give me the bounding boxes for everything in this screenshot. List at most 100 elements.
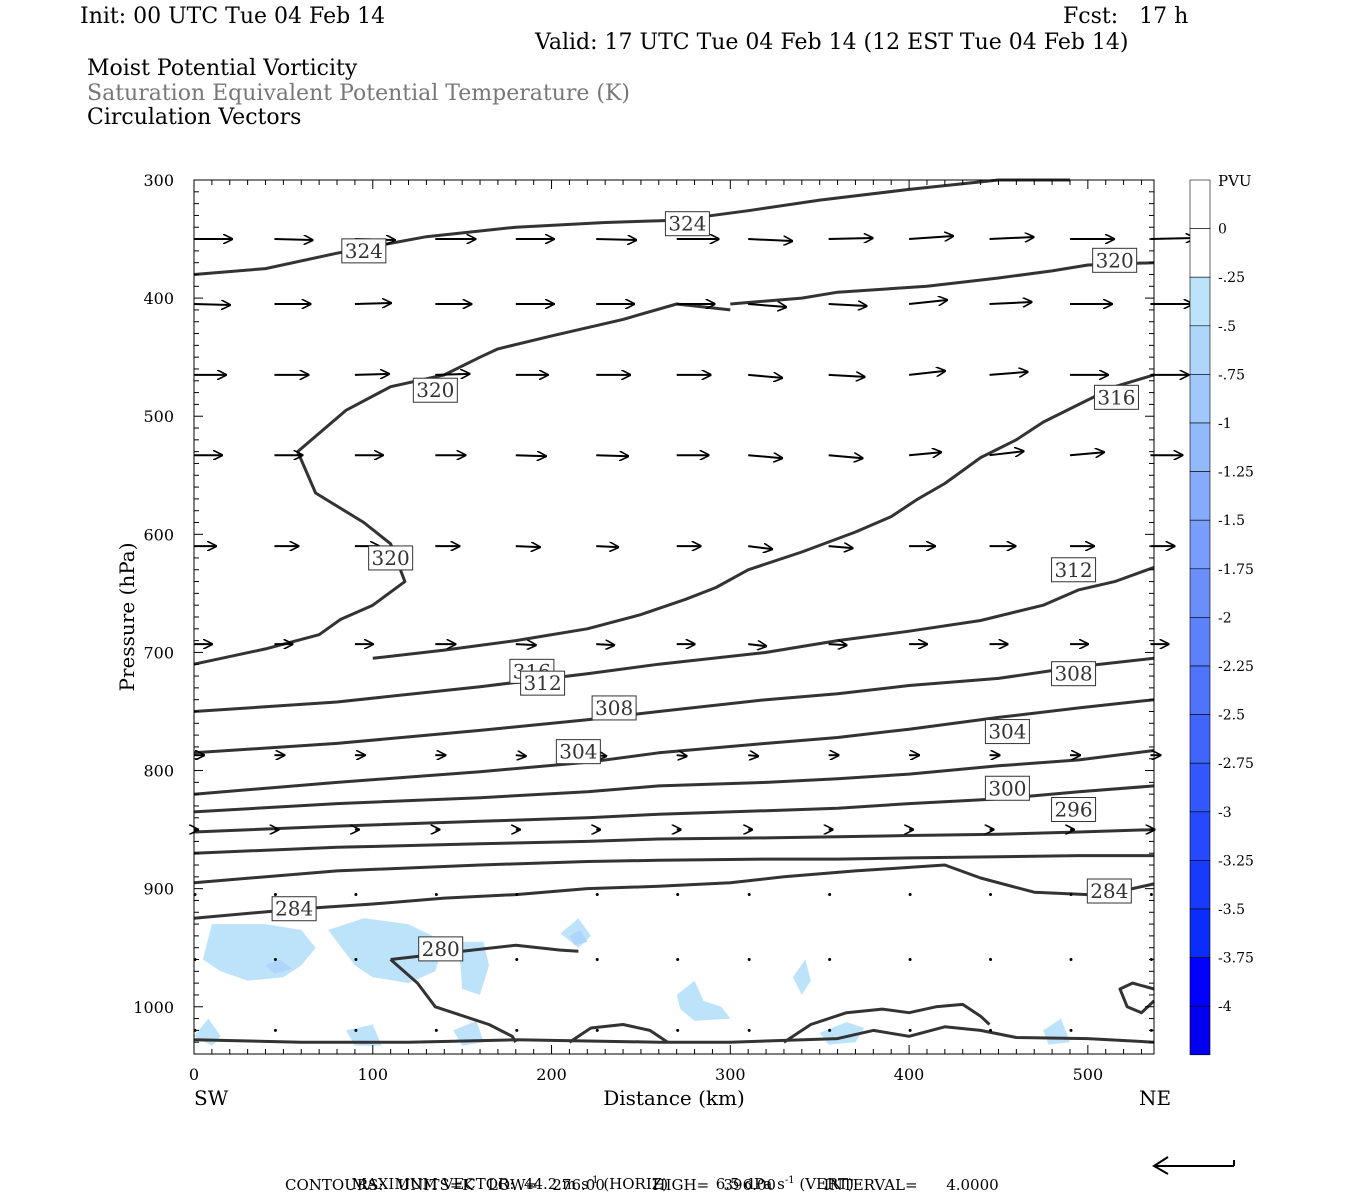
horiz-unit-exponent: -1 (588, 1175, 599, 1186)
colorbar-title: PVU (1218, 172, 1252, 190)
circulation-vector (1150, 238, 1194, 239)
circulation-vector (828, 238, 873, 239)
circulation-vector (354, 893, 358, 897)
circulation-vector (828, 958, 832, 962)
circulation-vector (515, 644, 536, 645)
contour-label: 284 (1090, 879, 1128, 903)
x-tick-labels: 0 100 200 300 400 500 (189, 1065, 1103, 1084)
circulation-vector (515, 1028, 519, 1032)
colorbar-label: -3.25 (1218, 853, 1254, 869)
circulation-vector (989, 451, 1024, 455)
colorbar-label: -3.5 (1218, 902, 1245, 918)
circulation-vector (273, 958, 277, 962)
circulation-vector (1069, 893, 1073, 897)
colorbar-label: -2.5 (1218, 708, 1245, 724)
contour-label-box (1051, 661, 1097, 687)
colorbar-swatch (1189, 568, 1211, 618)
contour-label: 300 (988, 776, 1026, 800)
contour-label: 308 (1054, 662, 1092, 686)
circulation-vector (828, 644, 847, 645)
colorbar-swatch (1189, 860, 1211, 910)
circulation-vector (1069, 958, 1073, 962)
colorbar-label: -.75 (1218, 367, 1245, 383)
colorbar-label: -1.25 (1218, 465, 1254, 481)
colorbar-swatch (1189, 422, 1211, 472)
circulation-vector (828, 546, 853, 548)
contour-label-box (555, 739, 601, 765)
contour-label: 316 (1097, 385, 1135, 409)
pv-patch (1043, 1018, 1070, 1045)
circulation-vector (1149, 893, 1153, 897)
contour-label: 312 (524, 671, 562, 695)
circulation-vector (354, 1028, 358, 1032)
contour-label-box (1086, 878, 1132, 904)
forecast-hour: Fcst: 17 h (1063, 4, 1189, 29)
circulation-vector (434, 893, 438, 897)
x-tick-label: 400 (894, 1065, 925, 1084)
ne-end-label: NE (1139, 1086, 1171, 1110)
contour-label-box (984, 775, 1030, 801)
vert-unit-exponent: -1 (784, 1175, 795, 1186)
circulation-vector (747, 1028, 751, 1032)
x-tick-label: 500 (1073, 1065, 1104, 1084)
circulation-vector (435, 374, 469, 375)
circulation-vector (747, 893, 751, 897)
contour-line (193, 178, 1070, 276)
pv-patch (676, 980, 731, 1021)
circulation-vector (515, 893, 519, 897)
circulation-vector (908, 1028, 912, 1032)
contour-label: 320 (372, 546, 410, 570)
colorbar-label: -2.75 (1218, 756, 1254, 772)
y-tick-label: 500 (143, 407, 174, 426)
colorbar-swatch (1189, 714, 1211, 764)
circulation-vector (596, 546, 618, 547)
circulation-vector (273, 1028, 277, 1032)
circulation-vector (989, 1028, 993, 1032)
circulation-vector (748, 375, 782, 378)
contour-label: 304 (988, 720, 1026, 744)
x-tick-label: 100 (357, 1065, 388, 1084)
colorbar-swatch (1189, 617, 1211, 667)
theta-es-contours (193, 178, 1156, 1044)
circulation-vector (596, 644, 614, 645)
colorbar-swatch (1189, 665, 1211, 715)
circulation-vector (273, 893, 277, 897)
contour-info: CONTOURS: UNITS=K LOW= 276.00 HIGH= 396.… (285, 1176, 999, 1194)
colorbar-label: -1.5 (1218, 513, 1245, 529)
contour-label: 280 (422, 937, 460, 961)
circulation-vector (354, 303, 391, 304)
y-tick-label: 600 (143, 525, 174, 544)
circulation-vector (274, 239, 312, 240)
circulation-vector (354, 374, 389, 375)
circulation-vector (595, 1028, 599, 1032)
plot-frame (193, 179, 1155, 1055)
circulation-vector (676, 958, 680, 962)
colorbar-label: -2.25 (1218, 659, 1254, 675)
circulation-vector (1069, 1028, 1073, 1032)
x-tick-label: 0 (189, 1065, 199, 1084)
x-tick-label: 300 (715, 1065, 746, 1084)
y-tick-label: 300 (143, 171, 174, 190)
circulation-vector (828, 1028, 832, 1032)
circulation-vector (989, 237, 1034, 239)
circulation-vector (595, 958, 599, 962)
contour-label-box (1051, 797, 1097, 823)
circulation-vector (908, 452, 941, 455)
pv-patch (265, 959, 293, 974)
contour-line (193, 749, 1155, 814)
circulation-vector (515, 958, 519, 962)
colorbar-label: -.5 (1218, 319, 1236, 335)
circulation-vector (595, 893, 599, 897)
circulation-vector (748, 546, 772, 549)
colorbar-swatch (1189, 276, 1211, 327)
contour-label: 308 (595, 696, 633, 720)
circulation-vector (989, 958, 993, 962)
pv-patch (202, 924, 316, 981)
y-tick-label: 1000 (133, 998, 174, 1017)
contour-line (1118, 981, 1156, 1015)
reference-vector-head (1152, 1156, 1169, 1175)
y-tick-label: 400 (143, 289, 174, 308)
pv-patch (792, 959, 811, 995)
contour-label: 312 (1054, 558, 1092, 582)
circulation-vector (354, 958, 358, 962)
